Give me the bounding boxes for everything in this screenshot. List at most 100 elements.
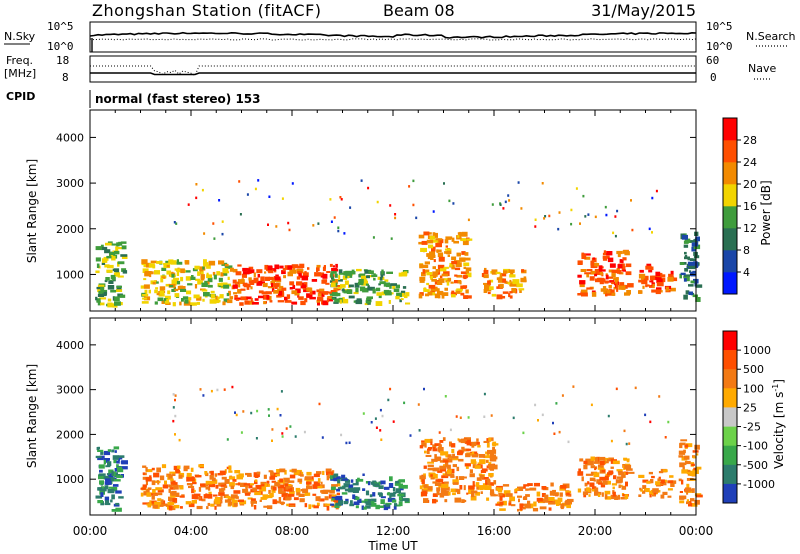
heatmap-cell <box>280 390 283 393</box>
heatmap-cell <box>683 455 690 460</box>
heatmap-cell <box>159 286 166 291</box>
heatmap-cell <box>161 464 167 469</box>
heatmap-cell <box>176 280 181 285</box>
heatmap-cell <box>421 488 425 493</box>
heatmap-cell <box>423 486 430 491</box>
heatmap-cell <box>164 295 171 300</box>
heatmap-cell <box>254 491 262 496</box>
heatmap-cell <box>621 474 626 478</box>
heatmap-cell <box>247 497 253 500</box>
heatmap-cell <box>335 495 343 501</box>
heatmap-cell <box>368 270 374 274</box>
heatmap-cell <box>172 498 176 503</box>
heatmap-cell <box>583 460 588 464</box>
heatmap-cell <box>174 398 176 402</box>
heatmap-cell <box>583 493 587 498</box>
heatmap-cell <box>419 263 424 269</box>
heatmap-cell <box>691 488 695 493</box>
heatmap-cell <box>144 271 151 277</box>
heatmap-cell <box>150 500 157 504</box>
heatmap-cell <box>502 291 509 294</box>
heatmap-cell <box>464 257 471 261</box>
heatmap-cell <box>428 284 436 289</box>
heatmap-cell <box>173 504 180 509</box>
heatmap-cell <box>372 236 375 239</box>
heatmap-cell <box>242 271 250 275</box>
heatmap-cell <box>236 474 243 480</box>
heatmap-cell <box>694 499 700 505</box>
heatmap-cell <box>385 291 392 296</box>
heatmap-cell <box>318 291 324 294</box>
heatmap-cell <box>368 286 375 291</box>
heatmap-cell <box>522 506 526 510</box>
heatmap-cell <box>166 262 170 268</box>
heatmap-cell <box>190 484 193 487</box>
heatmap-cell <box>195 183 198 186</box>
colorbar-tick-label: 4 <box>743 266 750 279</box>
heatmap-cell <box>436 238 440 244</box>
heatmap-cell <box>285 497 291 501</box>
heatmap-cell <box>380 499 385 504</box>
heatmap-cell <box>456 466 460 472</box>
heatmap-cell <box>212 222 215 225</box>
heatmap-cell <box>422 264 429 269</box>
heatmap-cell <box>279 468 286 473</box>
heatmap-cell <box>329 280 333 283</box>
heatmap-cell <box>141 259 148 264</box>
heatmap-cell <box>232 279 237 284</box>
heatmap-cell <box>168 496 172 501</box>
heatmap-cell <box>541 182 544 185</box>
heatmap-cell <box>330 220 333 223</box>
heatmap-cell <box>366 296 373 300</box>
heatmap-cell <box>332 265 335 268</box>
heatmap-cell <box>582 194 585 198</box>
heatmap-cell <box>606 251 613 256</box>
heatmap-cell <box>687 258 693 261</box>
heatmap-cell <box>476 438 479 442</box>
heatmap-cell <box>461 499 465 503</box>
heatmap-cell <box>167 290 171 295</box>
heatmap-cell <box>615 282 619 287</box>
heatmap-cell <box>508 293 511 298</box>
heatmap-cell <box>471 492 475 498</box>
heatmap-cell <box>590 403 593 407</box>
heatmap-cell <box>297 478 303 483</box>
heatmap-cell <box>180 506 183 509</box>
heatmap-cell <box>609 263 616 268</box>
heatmap-cell <box>432 444 437 449</box>
heatmap-cell <box>509 274 516 278</box>
heatmap-cell <box>326 471 333 476</box>
heatmap-cell <box>258 290 264 294</box>
heatmap-cell <box>483 455 490 459</box>
heatmap-cell <box>340 284 346 288</box>
heatmap-cell <box>688 284 694 287</box>
heatmap-cell <box>291 290 298 295</box>
heatmap-cell <box>317 222 320 225</box>
heatmap-cell <box>271 488 276 493</box>
colorbar-tick-label: -25 <box>743 421 761 434</box>
heatmap-cell <box>199 388 202 391</box>
heatmap-cell <box>492 449 497 454</box>
heatmap-cell <box>599 456 606 461</box>
heatmap-cell <box>489 492 495 496</box>
heatmap-cell <box>448 491 451 496</box>
power-heatmap <box>95 179 703 308</box>
heatmap-cell <box>519 503 524 508</box>
heatmap-cell <box>438 482 445 488</box>
heatmap-cell <box>269 300 273 303</box>
heatmap-cell <box>487 482 491 486</box>
heatmap-cell <box>297 271 303 275</box>
heatmap-cell <box>496 487 499 491</box>
heatmap-cell <box>232 268 238 273</box>
heatmap-cell <box>107 488 115 494</box>
heatmap-cell <box>422 269 425 274</box>
heatmap-cell <box>606 458 614 462</box>
heatmap-cell <box>97 500 103 504</box>
heatmap-cell <box>367 481 371 486</box>
heatmap-cell <box>180 268 185 274</box>
heatmap-cell <box>345 270 352 275</box>
heatmap-cell <box>342 298 349 304</box>
heatmap-cell <box>191 494 198 500</box>
noise-panel-frame <box>89 21 697 53</box>
